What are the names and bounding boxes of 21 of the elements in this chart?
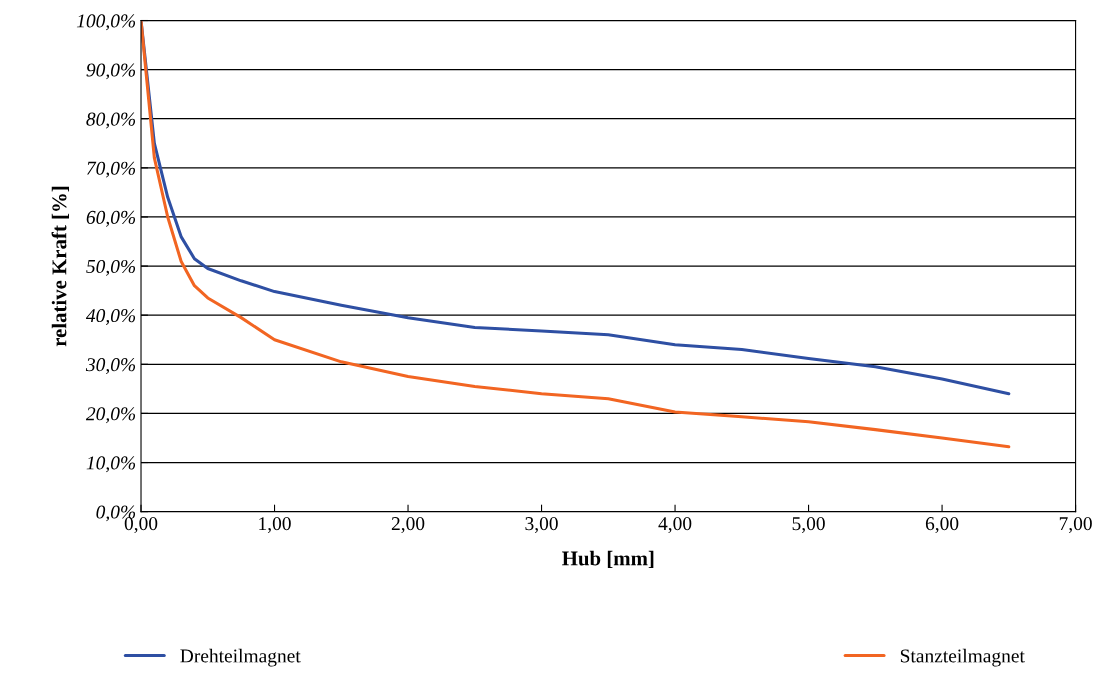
y-tick-label: 30,0% bbox=[85, 358, 136, 375]
y-tick-label: 80,0% bbox=[86, 112, 136, 129]
x-tick-label: 2,00 bbox=[391, 517, 425, 533]
x-tick-label: 6,00 bbox=[925, 517, 959, 533]
x-tick-label: 4,00 bbox=[658, 517, 692, 533]
y-tick-label: 10,0% bbox=[86, 456, 136, 473]
y-tick-label: 70,0% bbox=[87, 161, 136, 178]
y-tick-label: 50,0% bbox=[86, 259, 136, 276]
y-tick-label: 100,0% bbox=[76, 14, 136, 31]
x-tick-label: 3,00 bbox=[525, 517, 558, 533]
legend-label: Drehteilmagnet bbox=[180, 648, 301, 667]
x-tick-label: 1,00 bbox=[259, 517, 291, 533]
y-axis-title: relative Kraft [%] bbox=[51, 186, 69, 347]
x-tick-label: 7,00 bbox=[1059, 517, 1092, 533]
y-tick-label: 60,0% bbox=[86, 210, 136, 227]
x-axis-title: Hub [mm] bbox=[562, 550, 654, 569]
y-tick-label: 40,0% bbox=[85, 309, 136, 325]
y-tick-label: 90,0% bbox=[86, 63, 136, 80]
y-tick-label: 20,0% bbox=[85, 407, 136, 424]
x-tick-label: 5,00 bbox=[792, 517, 825, 533]
legend-label: Stanzteilmagnet bbox=[900, 648, 1025, 667]
